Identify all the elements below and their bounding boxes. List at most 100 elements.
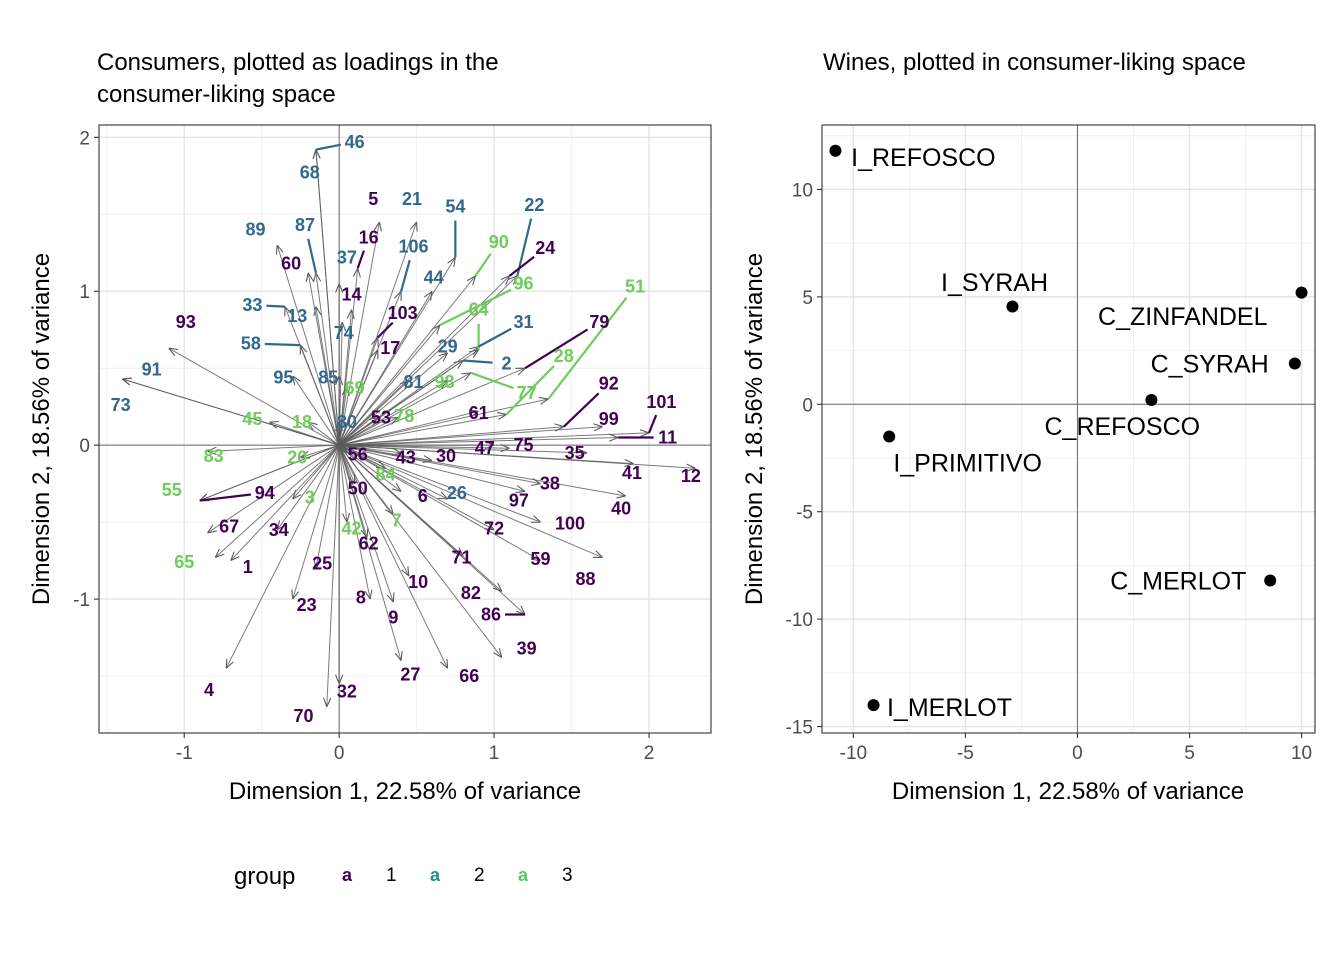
- consumer-label-25: 25: [312, 554, 332, 574]
- legend-key-2: a: [430, 865, 441, 885]
- consumer-arrow-100: [338, 444, 540, 522]
- consumer-label-44: 44: [424, 267, 444, 287]
- wines-gridlines: [822, 125, 1315, 733]
- consumer-label-31: 31: [514, 312, 534, 332]
- consumer-label-87: 87: [295, 215, 315, 235]
- consumer-label-96: 96: [514, 274, 534, 294]
- y-tick-label: 0: [79, 436, 90, 457]
- consumer-label-59: 59: [531, 549, 551, 569]
- consumer-label-84: 84: [376, 464, 396, 484]
- consumer-label-23: 23: [297, 595, 317, 615]
- wine-point-I_SYRAH: [1006, 300, 1019, 313]
- consumer-label-segment-2: [463, 359, 493, 364]
- consumer-label-24: 24: [535, 238, 555, 258]
- wine-point-I_REFOSCO: [829, 144, 842, 157]
- wine-label-C_ZINFANDEL: C_ZINFANDEL: [1098, 303, 1268, 331]
- consumer-arrow-35: [339, 444, 587, 453]
- consumer-arrow-59: [338, 444, 540, 560]
- consumer-label-106: 106: [398, 237, 428, 257]
- consumer-arrow-83: [207, 444, 340, 451]
- x-tick-label: -5: [957, 743, 974, 764]
- consumer-arrow-67: [207, 444, 340, 533]
- wines-x-axis-title: Dimension 1, 22.58% of variance: [892, 778, 1244, 805]
- consumer-label-41: 41: [622, 463, 642, 483]
- consumer-arrow-26: [338, 444, 447, 499]
- consumer-label-17: 17: [380, 338, 400, 358]
- consumer-label-99: 99: [599, 409, 619, 429]
- consumer-label-92: 92: [599, 374, 619, 394]
- wine-label-I_PRIMITIVO: I_PRIMITIVO: [893, 449, 1042, 477]
- loadings-title: Consumers, plotted as loadings in the con…: [97, 49, 499, 108]
- consumer-label-33: 33: [242, 295, 262, 315]
- consumer-label-8: 8: [356, 588, 366, 608]
- x-tick-label: 5: [1184, 743, 1195, 764]
- loadings-panel: Consumers, plotted as loadings in the con…: [28, 49, 712, 805]
- consumer-label-segment-94: [199, 493, 252, 502]
- consumer-label-2: 2: [501, 354, 511, 374]
- consumer-label-90: 90: [489, 232, 509, 252]
- legend-key-1: a: [342, 865, 353, 885]
- wine-point-C_REFOSCO: [1145, 393, 1158, 406]
- consumer-label-22: 22: [524, 195, 544, 215]
- consumer-label-86: 86: [481, 604, 501, 624]
- consumer-label-20: 20: [287, 447, 307, 467]
- consumer-label-94: 94: [255, 483, 275, 503]
- consumer-label-50: 50: [348, 478, 368, 498]
- consumer-label-82: 82: [461, 583, 481, 603]
- consumer-label-78: 78: [394, 406, 414, 426]
- consumer-label-58: 58: [241, 334, 261, 354]
- consumer-label-34: 34: [269, 520, 289, 540]
- consumer-label-21: 21: [402, 189, 422, 209]
- consumer-label-93: 93: [176, 312, 196, 332]
- consumer-arrow-44: [338, 291, 432, 446]
- consumer-label-39: 39: [517, 638, 537, 658]
- consumer-arrow-39: [338, 444, 502, 657]
- consumer-arrow-89: [277, 245, 340, 446]
- consumer-label-32: 32: [337, 681, 357, 701]
- consumer-arrow-97: [339, 444, 525, 491]
- consumer-label-7: 7: [391, 511, 401, 531]
- consumer-label-61: 61: [469, 403, 489, 423]
- consumer-label-segment-28: [505, 365, 555, 416]
- consumer-label-68: 68: [300, 163, 320, 183]
- y-tick-label: 2: [79, 128, 90, 149]
- consumer-label-segment-46: [315, 143, 342, 151]
- consumer-arrow-25: [316, 445, 340, 568]
- consumer-label-segment-16: [356, 250, 365, 269]
- consumer-arrow-5: [338, 222, 379, 446]
- consumer-label-38: 38: [540, 474, 560, 494]
- consumer-label-53: 53: [371, 407, 391, 427]
- consumer-label-72: 72: [484, 518, 504, 538]
- consumer-label-4: 4: [204, 680, 214, 700]
- consumer-arrow-95: [293, 376, 340, 446]
- consumer-arrow-61: [339, 411, 478, 446]
- legend-label-2: 2: [474, 865, 485, 886]
- consumer-arrow-68: [316, 150, 340, 446]
- wine-point-I_PRIMITIVO: [883, 430, 896, 443]
- consumer-label-62: 62: [359, 534, 379, 554]
- consumer-arrow-18: [308, 422, 340, 446]
- consumer-arrow-4: [226, 444, 340, 668]
- consumer-label-11: 11: [658, 427, 677, 447]
- consumer-label-67: 67: [219, 517, 239, 537]
- consumer-arrow-94: [200, 444, 340, 500]
- consumer-label-3: 3: [305, 487, 315, 507]
- consumer-arrow-11: [339, 437, 618, 446]
- wines-ticks: -10 -5 0 5 10 -15 -10 -5 0 5 10: [786, 180, 1313, 764]
- wine-label-I_MERLOT: I_MERLOT: [887, 694, 1012, 722]
- wine-label-I_SYRAH: I_SYRAH: [941, 269, 1048, 297]
- consumer-label-segment-24: [508, 255, 535, 277]
- consumer-label-6: 6: [418, 486, 428, 506]
- consumer-label-89: 89: [245, 220, 265, 240]
- consumer-arrow-45: [269, 422, 340, 446]
- consumer-arrow-27: [338, 445, 401, 660]
- consumer-label-29: 29: [438, 337, 458, 357]
- consumer-arrow-87: [316, 273, 340, 446]
- wines-plot-border: [821, 124, 1316, 734]
- legend-title: group: [234, 863, 295, 890]
- x-tick-label: 2: [644, 743, 655, 764]
- legend-items: a 1 a 2 a 3: [342, 865, 573, 886]
- consumer-label-85: 85: [318, 367, 338, 387]
- consumer-label-segment-22: [516, 218, 533, 277]
